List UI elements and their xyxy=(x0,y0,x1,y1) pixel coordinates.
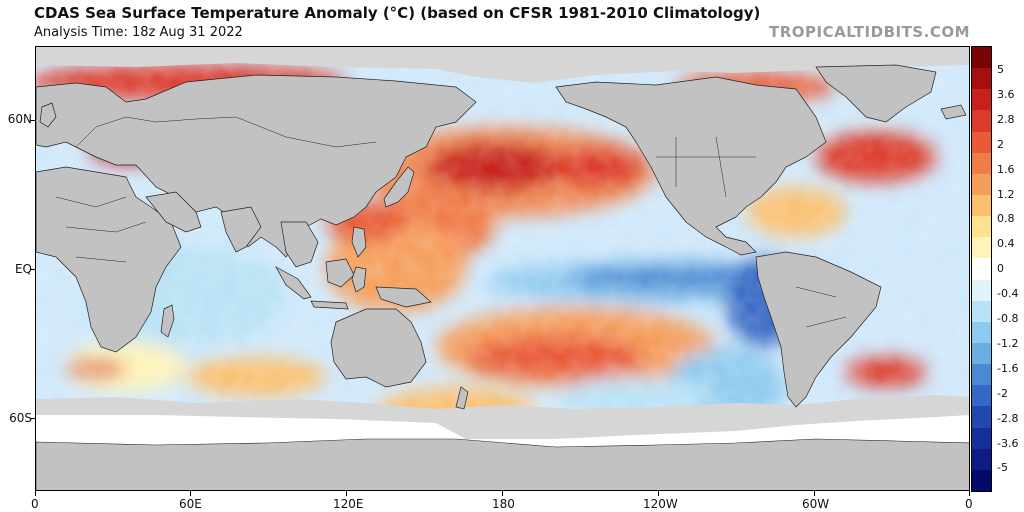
colorbar-label: -1.6 xyxy=(997,361,1019,375)
indochina xyxy=(280,221,319,268)
colorbar-swatch xyxy=(972,173,991,195)
lon-label-180: 180 xyxy=(492,497,515,511)
colorbar-swatch xyxy=(972,68,991,90)
colorbar-label: 2 xyxy=(997,137,1004,151)
colorbar-label: 0.8 xyxy=(997,212,1015,226)
lat-tick xyxy=(30,120,35,121)
colorbar-swatch xyxy=(972,194,991,217)
lon-label-0-west: 0 xyxy=(31,497,39,511)
borneo xyxy=(325,258,355,288)
lat-label-eq: EQ xyxy=(14,262,32,276)
arctic xyxy=(36,47,969,83)
colorbar-swatch xyxy=(972,406,991,428)
lon-label-60w: 60W xyxy=(802,497,830,511)
colorbar-label: -0.8 xyxy=(997,312,1019,325)
lat-tick xyxy=(30,418,35,419)
colorbar-label: -2 xyxy=(997,386,1008,400)
map-title: CDAS Sea Surface Temperature Anomaly (°C… xyxy=(34,4,761,22)
south-america xyxy=(755,251,882,408)
lon-tick xyxy=(35,491,36,496)
colorbar-swatch xyxy=(972,258,991,280)
british-isles xyxy=(39,102,57,128)
arabia xyxy=(145,191,202,233)
colorbar-swatch xyxy=(972,300,991,322)
colorbar-swatch xyxy=(972,237,991,259)
africa xyxy=(36,166,182,353)
colorbar-label: 0 xyxy=(997,262,1004,276)
colorbar-label: -0.4 xyxy=(997,287,1019,301)
colorbar-label: -1.2 xyxy=(997,336,1019,350)
lon-tick xyxy=(190,491,191,496)
colorbar-swatch xyxy=(972,364,991,386)
colorbar-label: 3.6 xyxy=(997,87,1015,101)
borders xyxy=(55,116,847,328)
lat-label-60s: 60S xyxy=(9,411,32,425)
source-credit: TROPICALTIDBITS.COM xyxy=(769,23,970,41)
lon-tick xyxy=(969,491,970,496)
colorbar-swatch xyxy=(972,427,991,449)
lon-tick xyxy=(346,491,347,496)
sst-anomaly-map xyxy=(35,46,970,491)
new-guinea xyxy=(375,286,432,308)
colorbar-label: 5 xyxy=(997,63,1004,76)
colorbar-swatch xyxy=(972,385,991,407)
colorbar xyxy=(971,46,992,492)
lon-label-120e: 120E xyxy=(333,497,364,511)
colorbar-swatch xyxy=(972,469,991,491)
colorbar-swatch xyxy=(972,342,991,365)
india xyxy=(220,206,262,253)
landmasses xyxy=(36,64,967,410)
colorbar-swatch xyxy=(972,152,991,174)
sumatra xyxy=(275,266,312,300)
colorbar-label: 2.8 xyxy=(997,112,1015,126)
antarctica xyxy=(36,395,969,490)
colorbar-label: -3.6 xyxy=(997,436,1019,450)
analysis-time: Analysis Time: 18z Aug 31 2022 xyxy=(34,25,243,40)
lat-tick xyxy=(30,269,35,270)
colorbar-swatch xyxy=(972,89,991,111)
japan xyxy=(383,166,415,208)
colorbar-swatch xyxy=(972,110,991,132)
sulawesi xyxy=(351,266,367,293)
madagascar xyxy=(160,304,175,338)
lon-tick xyxy=(814,491,815,496)
lon-label-60e: 60E xyxy=(179,497,202,511)
australia xyxy=(330,308,427,388)
colorbar-label: -5 xyxy=(997,461,1008,475)
iceland xyxy=(940,104,967,120)
colorbar-swatch xyxy=(972,47,991,69)
map-canvas xyxy=(36,47,969,490)
lon-label-0-east: 0 xyxy=(965,497,973,511)
lon-tick xyxy=(502,491,503,496)
colorbar-swatch xyxy=(972,279,991,301)
lon-label-120w: 120W xyxy=(643,497,678,511)
colorbar-swatch xyxy=(972,216,991,238)
greenland xyxy=(815,64,937,123)
lat-label-60n: 60N xyxy=(7,112,32,126)
colorbar-swatch xyxy=(972,448,991,470)
colorbar-label: 0.4 xyxy=(997,237,1015,251)
colorbar-label: 1.2 xyxy=(997,187,1015,201)
philippines xyxy=(351,226,367,258)
new-zealand xyxy=(455,386,469,410)
colorbar-label: -2.8 xyxy=(997,411,1019,425)
lon-tick xyxy=(658,491,659,496)
colorbar-swatch xyxy=(972,321,991,343)
colorbar-swatch xyxy=(972,131,991,153)
colorbar-label: 1.6 xyxy=(997,162,1015,176)
north-america xyxy=(555,76,827,256)
java xyxy=(310,300,349,310)
